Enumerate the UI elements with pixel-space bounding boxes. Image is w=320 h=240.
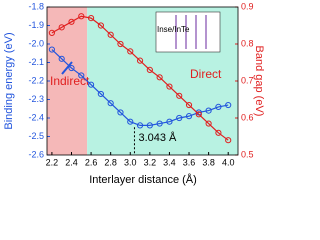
point	[127, 48, 134, 55]
point	[78, 72, 85, 79]
inset-label: Inse/InTe	[157, 25, 190, 34]
point	[166, 118, 173, 125]
point	[117, 40, 124, 48]
point	[225, 101, 232, 109]
y2-axis-label: Band gap (eV)	[253, 46, 265, 117]
frame	[46, 6, 239, 156]
point	[136, 57, 144, 64]
point	[225, 137, 232, 144]
x-tick-label: 3.8	[202, 157, 215, 167]
x-tick-label: 3.0	[124, 157, 137, 167]
point	[48, 46, 55, 53]
point	[195, 111, 202, 118]
y2-tick-label: 0.9	[241, 1, 254, 11]
annotation: 3.043 Å	[138, 131, 177, 144]
y-tick-label: -2.6	[28, 149, 44, 159]
y2-tick-label: 0.7	[241, 75, 254, 85]
point	[58, 24, 65, 31]
x-tick-label: 3.2	[144, 157, 157, 167]
x-tick-label: 3.4	[163, 157, 176, 167]
point	[176, 92, 183, 99]
point	[185, 113, 193, 120]
point	[136, 122, 144, 129]
inset	[155, 11, 221, 53]
x-tick-label: 4.0	[222, 157, 235, 167]
point	[146, 122, 153, 129]
point	[87, 15, 95, 22]
x-tick-label: 2.6	[85, 157, 98, 167]
y-tick-label: -2.4	[28, 112, 44, 122]
series-line	[51, 49, 229, 127]
point	[156, 120, 163, 127]
point	[107, 31, 114, 38]
arrow	[61, 61, 73, 75]
x-axis-label: Interlayer distance (Å)	[89, 173, 197, 186]
point	[48, 29, 55, 37]
point	[146, 66, 153, 74]
point	[78, 13, 85, 20]
point	[166, 83, 173, 90]
x-tick-label: 2.4	[65, 157, 78, 167]
point	[156, 74, 163, 81]
y-tick-label: -2.0	[28, 38, 44, 48]
x-tick-label: 2.8	[104, 157, 117, 167]
point	[68, 64, 75, 72]
point	[87, 81, 95, 88]
series-line	[51, 15, 229, 141]
y2-tick-label: 0.6	[241, 112, 254, 122]
y-tick-label: -2.5	[28, 131, 44, 141]
x-tick-label: 2.2	[46, 157, 59, 167]
point	[127, 118, 134, 125]
region-label: Direct	[190, 67, 222, 81]
y-tick-label: -1.9	[28, 20, 44, 30]
point	[176, 114, 183, 122]
y-tick-label: -1.8	[28, 1, 44, 11]
y-tick-label: -2.2	[28, 75, 44, 85]
point	[117, 109, 124, 116]
y-tick-label: -2.1	[28, 57, 44, 67]
point	[68, 18, 75, 25]
point	[185, 101, 193, 109]
y2-tick-label: 0.8	[241, 38, 254, 48]
point	[215, 103, 222, 111]
point	[97, 22, 104, 29]
y-axis-label: Binding energy (eV)	[3, 32, 15, 129]
point	[97, 90, 104, 98]
y-tick-label: -2.3	[28, 94, 44, 104]
y2-tick-label: 0.5	[241, 149, 254, 159]
point	[215, 129, 222, 136]
point	[58, 55, 65, 62]
point	[205, 107, 212, 114]
x-tick-label: 3.6	[183, 157, 196, 167]
point	[107, 100, 114, 107]
point	[205, 120, 212, 127]
